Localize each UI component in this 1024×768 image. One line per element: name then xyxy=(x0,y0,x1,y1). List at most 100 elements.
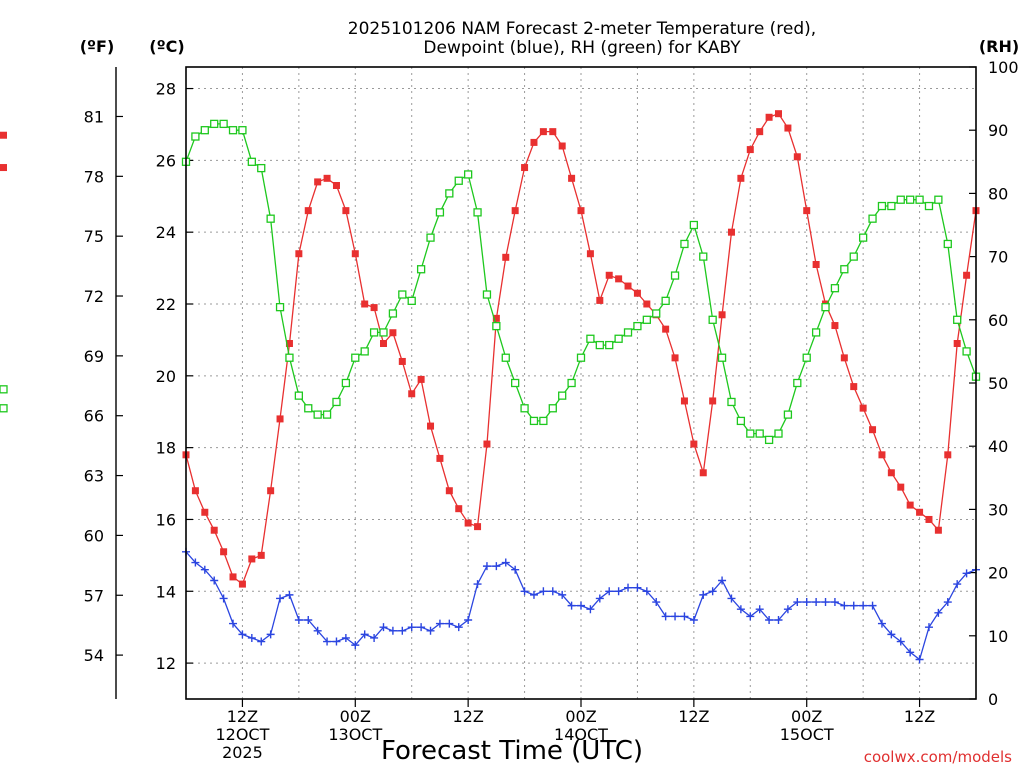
temperature-point xyxy=(643,300,651,308)
rh-tick-label: 50 xyxy=(988,374,1008,393)
dewpoint-point xyxy=(294,616,303,624)
rh-point xyxy=(849,252,858,261)
rh-point xyxy=(567,378,576,388)
dewpoint-point xyxy=(529,590,538,599)
x-tick-label: 00Z xyxy=(340,707,371,726)
rh-point xyxy=(445,189,454,198)
x-tick-label: 12Z xyxy=(227,707,258,726)
temperature-point xyxy=(577,207,585,215)
rh-point xyxy=(943,239,952,249)
temperature-point xyxy=(869,426,877,434)
fahrenheit-tick-label: 69 xyxy=(84,347,104,366)
rh-point xyxy=(257,163,266,173)
fahrenheit-tick-label: 81 xyxy=(84,107,104,126)
temperature-point xyxy=(427,422,435,430)
temperature-point xyxy=(257,551,265,559)
rh-point xyxy=(332,397,341,407)
temperature-point xyxy=(633,289,641,297)
rh-point xyxy=(661,296,670,305)
dewpoint-point xyxy=(482,562,491,571)
temperature-point xyxy=(455,505,463,513)
rh-point xyxy=(708,315,717,324)
temperature-point xyxy=(887,469,895,477)
rh-point xyxy=(360,347,369,356)
dewpoint-point xyxy=(191,558,200,567)
dewpoint-point xyxy=(633,583,642,592)
rh-point xyxy=(529,416,539,426)
rh-point xyxy=(0,385,8,394)
rh-point xyxy=(934,195,943,204)
dewpoint-point xyxy=(454,623,463,632)
temperature-point xyxy=(304,207,312,215)
rh-point xyxy=(614,334,623,343)
fahrenheit-tick-label: 54 xyxy=(84,646,104,665)
temperature-point xyxy=(953,340,961,347)
dewpoint-point xyxy=(266,630,275,639)
temperature-point xyxy=(539,128,547,136)
rh-point xyxy=(285,353,294,362)
dewpoint-point xyxy=(323,637,332,646)
celsius-tick-label: 24 xyxy=(156,223,176,242)
temperature-point xyxy=(605,271,613,279)
rh-point xyxy=(764,435,774,445)
dewpoint-point xyxy=(304,616,313,624)
rh-point xyxy=(463,170,473,179)
dewpoint-point xyxy=(360,630,369,639)
rh-point xyxy=(238,126,247,135)
fahrenheit-tick-label: 60 xyxy=(84,526,104,545)
dewpoint-point xyxy=(783,605,792,614)
dewpoint-point xyxy=(689,616,698,624)
dewpoint-point xyxy=(793,598,802,607)
dewpoint-point xyxy=(445,619,454,628)
temperature-point xyxy=(521,164,529,172)
dewpoint-point xyxy=(859,601,868,610)
dewpoint-point xyxy=(247,633,256,642)
rh-point xyxy=(642,315,651,324)
x-tick-label: 15OCT xyxy=(780,725,834,744)
temperature-point xyxy=(201,508,209,516)
chart-title-line2: Dewpoint (blue), RH (green) for KABY xyxy=(423,38,741,58)
dewpoint-point xyxy=(671,612,680,621)
dewpoint-point xyxy=(511,565,520,574)
rh-point xyxy=(586,334,595,343)
celsius-tick-label: 12 xyxy=(156,654,176,673)
rh-tick-label: 70 xyxy=(988,248,1008,267)
rh-point xyxy=(699,252,708,261)
rh-point xyxy=(416,265,426,274)
temperature-point xyxy=(850,383,858,391)
celsius-tick-label: 22 xyxy=(156,295,176,314)
fahrenheit-tick-label: 57 xyxy=(84,586,104,605)
temperature-point xyxy=(756,128,764,136)
temperature-point xyxy=(502,253,510,261)
dewpoint-point xyxy=(285,590,294,599)
rh-point xyxy=(313,410,322,419)
dewpoint-point xyxy=(642,587,651,596)
fahrenheit-unit-label: (ºF) xyxy=(80,37,115,56)
rh-point xyxy=(896,195,905,204)
rh-tick-label: 40 xyxy=(988,437,1008,456)
rh-tick-label: 90 xyxy=(988,121,1008,140)
dewpoint-point xyxy=(699,590,708,599)
rh-point xyxy=(351,353,360,362)
dewpoint-point xyxy=(341,633,350,642)
dewpoint-point xyxy=(219,594,228,603)
dewpoint-point xyxy=(595,594,604,603)
dewpoint-point xyxy=(501,558,510,567)
dewpoint-point xyxy=(934,608,943,617)
dewpoint-point xyxy=(577,601,585,610)
temperature-point xyxy=(859,404,867,412)
dewpoint-point xyxy=(802,598,811,607)
rh-point xyxy=(906,195,915,204)
plot-frame xyxy=(185,66,977,700)
temperature-point xyxy=(549,128,557,136)
series xyxy=(0,110,981,664)
dewpoint-point xyxy=(624,583,633,592)
rh-point xyxy=(247,157,256,166)
temperature-point xyxy=(916,508,924,516)
temperature-point xyxy=(248,555,256,563)
dewpoint-point xyxy=(718,576,727,585)
rh-point xyxy=(200,126,209,135)
rh-point xyxy=(877,201,887,211)
temperature-point xyxy=(840,354,848,362)
